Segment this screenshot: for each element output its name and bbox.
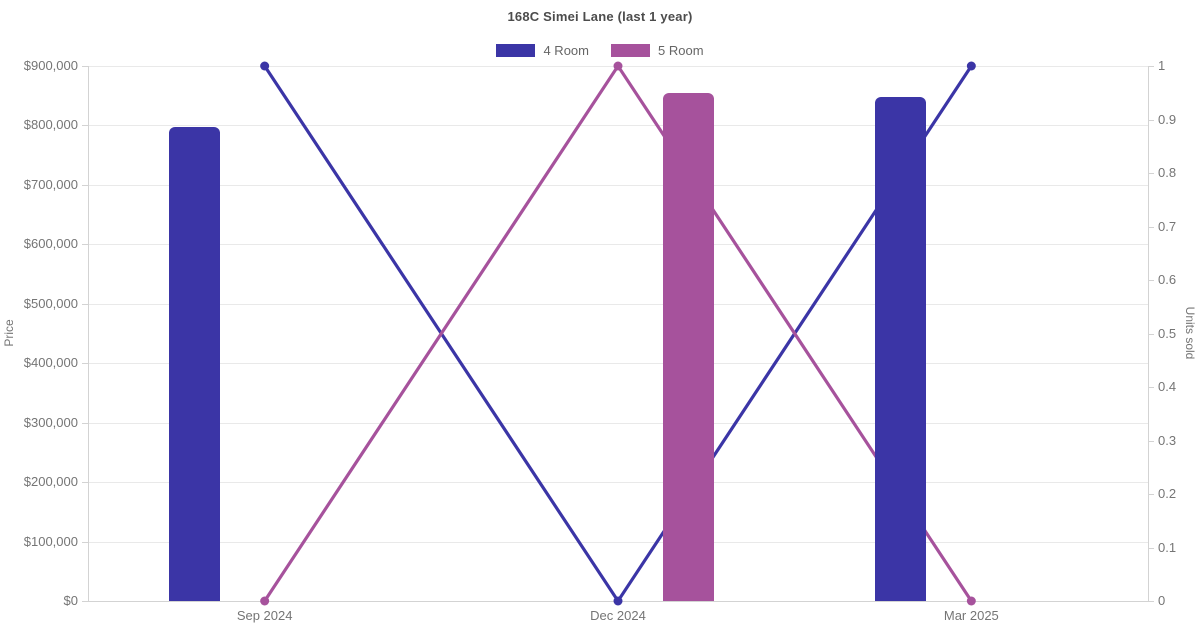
y-tick-label-right: 0: [1158, 593, 1166, 608]
y-tick-left--200-000: [82, 482, 88, 484]
y-tick-left--900-000: [82, 66, 88, 67]
y-tick-label-right: 0.2: [1158, 486, 1177, 501]
y-tick-right-0-4: [1148, 387, 1154, 388]
y-tick-left--0: [82, 601, 88, 602]
legend-label-5-room: 5 Room: [658, 42, 704, 58]
line-4-room: [263, 65, 973, 604]
y-tick-left--300-000: [82, 422, 88, 424]
y-tick-label-right: 0.1: [1158, 539, 1177, 555]
y-tick-label-right: 0.7: [1158, 218, 1177, 234]
x-tick-label-dec-2024: Dec 2024: [590, 608, 646, 623]
y-tick-label-left: $600,000: [23, 236, 78, 252]
y-tick-label-left: $100,000: [23, 533, 78, 549]
legend-label-4-room: 4 Room: [543, 42, 589, 58]
bar-5-room-dec-2024[interactable]: [663, 93, 714, 601]
gridline--500-000: [88, 303, 1148, 305]
y-tick-right-0-9: [1148, 119, 1154, 121]
x-tick-label-mar-2025: Mar 2025: [943, 608, 999, 623]
y-tick-label-right: 1: [1158, 58, 1166, 73]
y-tick-label-right: 0.9: [1158, 111, 1177, 127]
y-tick-right-0-1: [1148, 547, 1154, 549]
y-axis-line-left: [88, 66, 89, 601]
bar-4-room-sep-2024[interactable]: [168, 127, 220, 601]
gridline--800-000: [88, 125, 1148, 127]
y-tick-label-left: $800,000: [23, 117, 78, 133]
legend-swatch-5-room-icon: [611, 43, 650, 57]
legend-item-5-room[interactable]: 5 Room: [611, 42, 704, 58]
y-tick-label-right: 0.6: [1158, 272, 1177, 287]
gridline--600-000: [88, 244, 1148, 246]
bar-4-room-mar-2025[interactable]: [875, 96, 927, 601]
y-tick-label-right: 0.4: [1158, 379, 1177, 394]
y-tick-left--800-000: [82, 125, 88, 127]
gridline--700-000: [88, 184, 1148, 186]
y-tick-right-0: [1148, 601, 1154, 602]
y-tick-left--700-000: [82, 184, 88, 186]
gridline--400-000: [88, 363, 1148, 365]
y-tick-label-left: $700,000: [23, 176, 78, 192]
x-axis-line: [88, 601, 1148, 602]
gridline--300-000: [88, 422, 1148, 424]
y-tick-left--600-000: [82, 244, 88, 246]
y-tick-left--400-000: [82, 363, 88, 365]
y-tick-label-left: $0: [63, 593, 78, 608]
y-tick-label-left: $500,000: [23, 295, 78, 311]
y-tick-right-1: [1148, 66, 1154, 67]
y-tick-right-0-6: [1148, 280, 1154, 281]
x-tick-label-sep-2024: Sep 2024: [236, 608, 293, 623]
y-tick-label-left: $400,000: [23, 355, 78, 371]
y-tick-right-0-2: [1148, 494, 1154, 495]
y-tick-label-right: 0.3: [1158, 432, 1177, 448]
gridline--900-000: [88, 66, 1148, 67]
y-tick-right-0-3: [1148, 440, 1154, 442]
y-tick-label-right: 0.5: [1158, 325, 1177, 341]
y-tick-label-left: $200,000: [23, 474, 78, 490]
chart-title: 168C Simei Lane (last 1 year): [507, 9, 693, 24]
gridline--200-000: [88, 482, 1148, 484]
y-tick-label-left: $900,000: [23, 58, 78, 73]
legend-item-4-room[interactable]: 4 Room: [496, 42, 589, 58]
y-tick-left--500-000: [82, 303, 88, 305]
y-axis-title-price: Price: [2, 319, 16, 347]
y-tick-right-0-7: [1148, 226, 1154, 228]
y-tick-left--100-000: [82, 541, 88, 543]
y-tick-right-0-8: [1148, 173, 1154, 174]
legend-swatch-4-room-icon: [496, 43, 536, 57]
y-tick-label-left: $300,000: [23, 414, 78, 430]
line-5-room: [263, 63, 973, 602]
legend: 4 Room 5 Room: [0, 42, 1200, 58]
y-tick-label-right: 0.8: [1158, 165, 1177, 180]
y-tick-right-0-5: [1148, 333, 1154, 335]
gridline--100-000: [88, 541, 1148, 543]
